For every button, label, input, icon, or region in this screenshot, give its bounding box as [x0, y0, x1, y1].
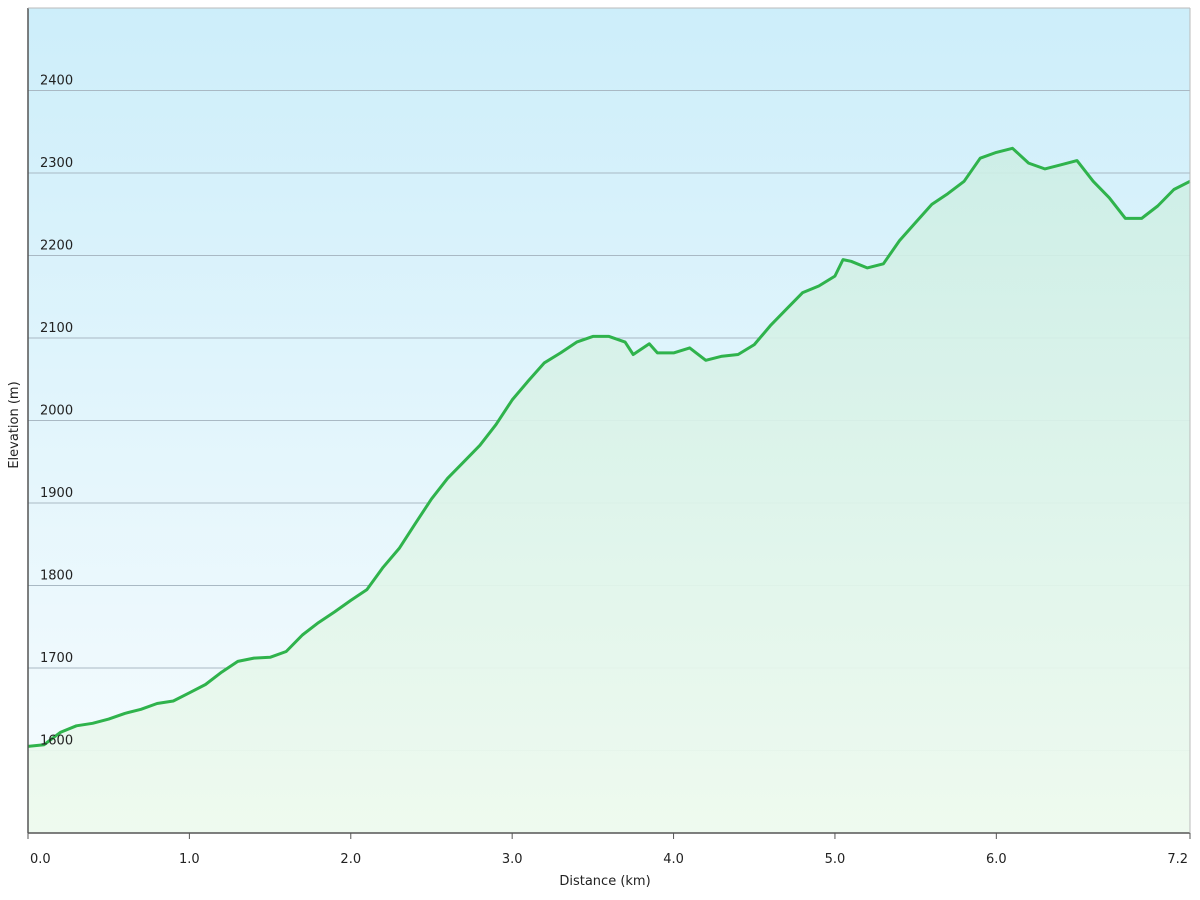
x-tick-label: 6.0 — [986, 852, 1007, 867]
y-axis-label: Elevation (m) — [7, 381, 22, 468]
y-tick-label: 2100 — [40, 321, 73, 336]
x-tick-label: 5.0 — [825, 852, 846, 867]
y-tick-label: 1600 — [40, 734, 73, 749]
y-tick-label: 1800 — [40, 569, 73, 584]
x-tick-label: 7.2 — [1167, 852, 1188, 867]
y-tick-label: 1700 — [40, 651, 73, 666]
y-tick-label: 1900 — [40, 486, 73, 501]
x-axis-label: Distance (km) — [559, 874, 650, 889]
x-tick-label: 4.0 — [663, 852, 684, 867]
x-tick-label: 1.0 — [179, 852, 200, 867]
y-tick-label: 2400 — [40, 74, 73, 89]
y-tick-label: 2200 — [40, 239, 73, 254]
x-tick-label: 0.0 — [30, 852, 51, 867]
y-tick-label: 2300 — [40, 156, 73, 171]
x-tick-label: 3.0 — [502, 852, 523, 867]
x-tick-label: 2.0 — [340, 852, 361, 867]
area-fill — [28, 148, 1190, 834]
elevation-line — [27, 146, 1191, 748]
y-tick-label: 2000 — [40, 404, 73, 419]
